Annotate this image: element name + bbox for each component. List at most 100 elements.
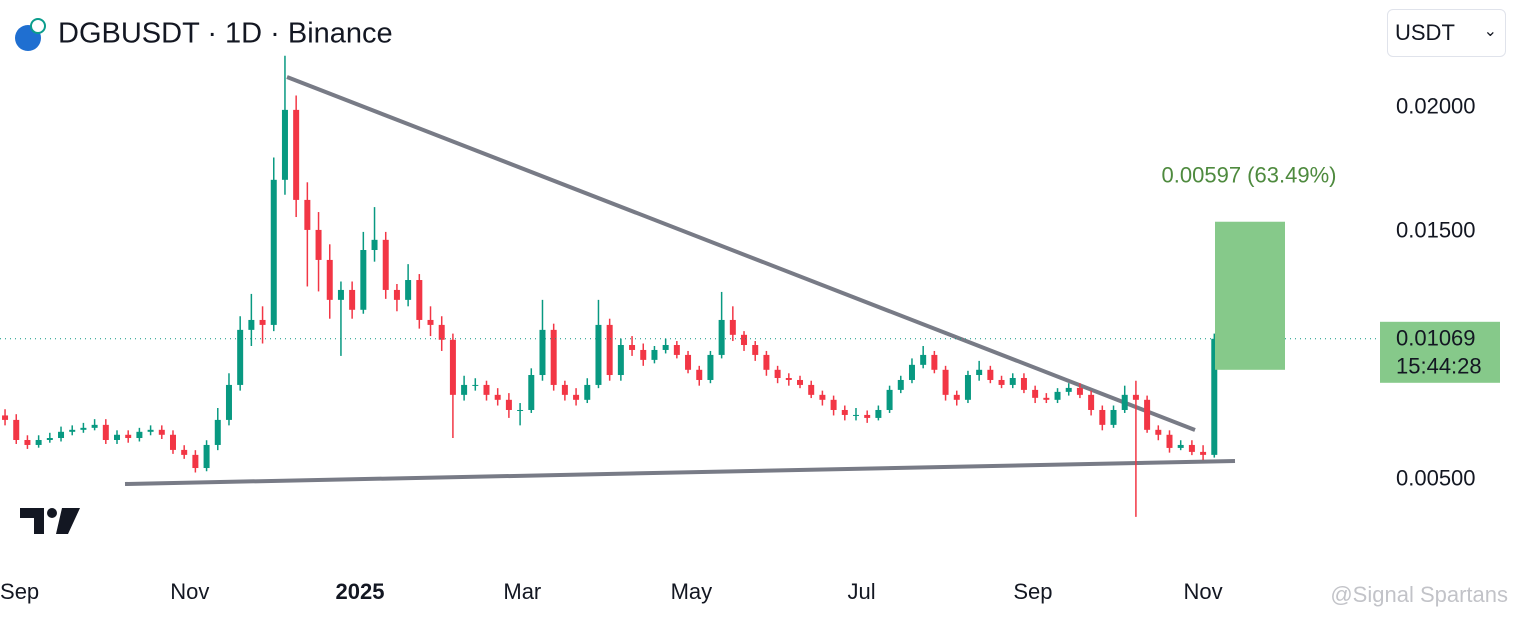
y-tick-label: 0.02000 — [1396, 94, 1476, 119]
measure-box — [1215, 221, 1285, 370]
candle-body — [169, 434, 176, 450]
candle-body — [573, 394, 580, 400]
candle-body — [729, 319, 736, 335]
candle-body — [203, 444, 210, 469]
candle-body — [35, 439, 42, 445]
candle-body — [774, 369, 781, 378]
y-tick-label: 0.01500 — [1396, 218, 1476, 243]
candle-body — [494, 394, 501, 400]
candle-body — [46, 438, 53, 440]
candle-body — [192, 454, 199, 469]
candle-body — [908, 364, 915, 380]
candle-body — [337, 289, 344, 300]
candle-body — [259, 319, 266, 325]
candle-body — [326, 259, 333, 300]
candle-body — [1121, 394, 1128, 410]
x-tick-label: Nov — [170, 579, 209, 604]
watermark: @Signal Spartans — [1330, 582, 1508, 607]
x-tick-label: Sep — [0, 579, 39, 604]
candle-body — [595, 324, 602, 385]
candle-body — [1054, 391, 1061, 400]
candle-body — [1020, 377, 1027, 390]
candle-body — [539, 329, 546, 376]
candle-body — [629, 345, 636, 350]
candle-body — [461, 384, 468, 395]
candle-body — [673, 345, 680, 355]
candle-body — [24, 439, 31, 445]
candle-body — [550, 329, 557, 385]
candle-body — [136, 431, 143, 439]
x-tick-label: May — [671, 579, 713, 604]
candle-body — [1043, 397, 1050, 400]
candle-body — [1200, 451, 1207, 455]
candle-body — [125, 434, 132, 439]
candle-body — [405, 280, 412, 300]
measure-label: 0.00597 (63.49%) — [1162, 163, 1337, 188]
candle-body — [225, 384, 232, 420]
candle-body — [214, 419, 221, 445]
candle-body — [931, 354, 938, 370]
candle-body — [281, 109, 288, 180]
currency-select[interactable]: USDT ⌄ — [1387, 9, 1506, 57]
candle-body — [1110, 409, 1117, 425]
candle-body — [707, 354, 714, 380]
candle-body — [1132, 394, 1139, 400]
countdown-label: 15:44:28 — [1396, 354, 1482, 379]
candle-body — [371, 239, 378, 251]
candle-body — [640, 349, 647, 360]
candle-body — [1076, 387, 1083, 395]
candle-body — [349, 289, 356, 310]
candle-body — [797, 379, 804, 385]
candle-body — [58, 431, 65, 439]
candle-body — [741, 334, 748, 346]
candle-body — [472, 384, 479, 386]
candle-body — [91, 424, 98, 428]
candle-body — [1144, 399, 1151, 430]
candle-body — [942, 369, 949, 395]
candle-body — [696, 369, 703, 380]
candle-body — [158, 429, 165, 435]
candle-body — [830, 399, 837, 410]
x-tick-label: Sep — [1013, 579, 1052, 604]
candle-body — [606, 324, 613, 376]
candle-body — [987, 369, 994, 380]
candle-body — [886, 389, 893, 410]
candle-body — [864, 414, 871, 418]
candle-body — [147, 429, 154, 432]
chart-title: DGBUSDT · 1D · Binance — [58, 18, 393, 50]
x-tick-label: Nov — [1184, 579, 1223, 604]
candle-body — [1099, 409, 1106, 425]
candle-body — [1088, 394, 1095, 410]
candle-body — [304, 199, 311, 230]
candle-body — [517, 409, 524, 411]
candle-body — [293, 109, 300, 200]
trendline — [286, 75, 1196, 432]
candle-body — [718, 319, 725, 355]
candle-body — [561, 384, 568, 395]
x-tick-label: Mar — [503, 579, 541, 604]
candle-body — [2, 415, 9, 420]
candle-body — [964, 375, 971, 400]
candle-body — [483, 384, 490, 395]
x-tick-label: Jul — [848, 579, 876, 604]
exchange-icon — [30, 18, 46, 34]
candle-body — [841, 409, 848, 415]
candle-body — [808, 384, 815, 395]
candle-body — [382, 239, 389, 290]
candle-body — [1032, 389, 1039, 398]
tv-logo — [20, 508, 80, 534]
candle-body — [114, 434, 121, 440]
candle-body — [1188, 444, 1195, 452]
candle-body — [1177, 444, 1184, 448]
candle-body — [13, 419, 20, 440]
candle-body — [528, 375, 535, 410]
candle-body — [1065, 387, 1072, 392]
candle-body — [852, 414, 859, 416]
candle-body — [248, 319, 255, 330]
y-tick-label: 0.00500 — [1396, 466, 1476, 491]
candle-body — [1155, 429, 1162, 435]
candle-body — [237, 329, 244, 385]
candle-body — [315, 229, 322, 260]
